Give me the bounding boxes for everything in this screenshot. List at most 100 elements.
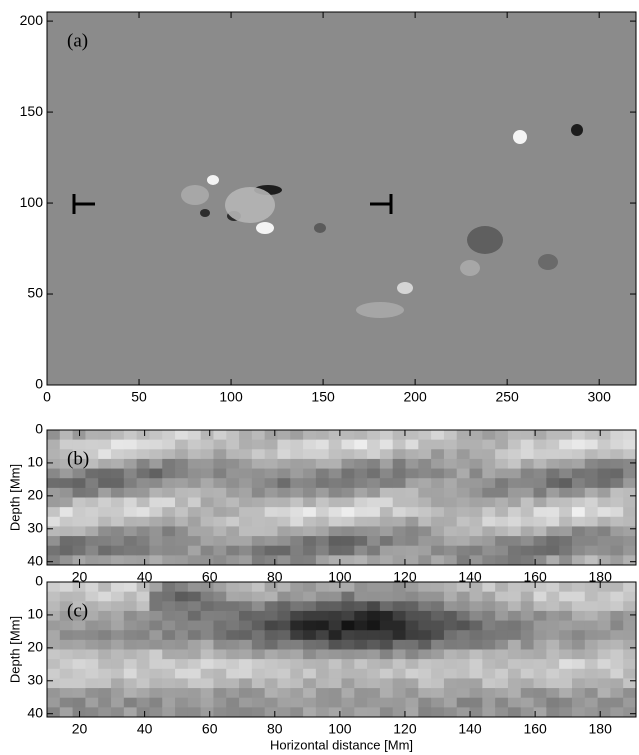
image-pixel	[405, 507, 419, 518]
image-pixel	[98, 545, 112, 556]
image-pixel	[443, 516, 458, 528]
image-pixel	[559, 591, 573, 602]
image-pixel	[405, 630, 419, 641]
image-pixel	[418, 536, 432, 547]
image-pixel	[623, 458, 636, 470]
image-pixel	[495, 610, 509, 622]
image-pixel	[98, 639, 112, 651]
image-pixel	[47, 526, 61, 537]
image-pixel	[290, 688, 304, 699]
image-pixel	[162, 545, 176, 556]
image-pixel	[136, 697, 151, 708]
image-pixel	[239, 659, 253, 670]
image-pixel	[277, 439, 291, 450]
image-pixel	[597, 678, 611, 689]
image-pixel	[303, 620, 317, 631]
image-pixel	[507, 707, 522, 717]
image-pixel	[546, 468, 560, 479]
image-pixel	[162, 630, 176, 641]
image-pixel	[290, 582, 304, 593]
image-pixel	[354, 678, 368, 689]
image-pixel	[226, 468, 240, 479]
image-pixel	[47, 449, 61, 460]
image-pixel	[520, 555, 535, 565]
image-pixel	[392, 630, 407, 641]
image-pixel	[533, 507, 547, 518]
image-pixel	[559, 516, 573, 528]
image-pixel	[85, 497, 99, 508]
image-pixel	[111, 591, 125, 602]
y-axis-label: Depth [Mm]	[7, 464, 22, 531]
image-pixel	[443, 620, 458, 631]
image-pixel	[392, 526, 407, 537]
panel-label: (a)	[67, 30, 88, 51]
image-pixel	[136, 630, 151, 641]
image-pixel	[290, 668, 304, 680]
image-pixel	[418, 468, 432, 479]
image-pixel	[379, 659, 394, 670]
image-pixel	[418, 688, 432, 699]
image-pixel	[251, 582, 266, 593]
image-pixel	[354, 497, 368, 508]
image-pixel	[546, 516, 560, 528]
image-pixel	[123, 468, 138, 479]
image-pixel	[315, 545, 330, 556]
image-pixel	[367, 620, 381, 631]
image-pixel	[136, 507, 151, 518]
image-pixel	[136, 536, 151, 547]
image-pixel	[111, 630, 125, 641]
image-pixel	[175, 591, 189, 602]
image-pixel	[495, 688, 509, 699]
image-pixel	[85, 430, 99, 441]
image-pixel	[226, 601, 240, 612]
image-pixel	[187, 439, 202, 450]
image-pixel	[571, 582, 586, 593]
image-pixel	[72, 668, 87, 680]
image-pixel	[72, 659, 87, 670]
image-pixel	[495, 668, 509, 680]
image-pixel	[367, 526, 381, 537]
x-tick-label: 120	[393, 721, 417, 737]
image-pixel	[290, 449, 304, 460]
image-pixel	[303, 439, 317, 450]
image-pixel	[239, 516, 253, 528]
image-pixel	[546, 610, 560, 622]
image-pixel	[213, 668, 227, 680]
image-pixel	[290, 439, 304, 450]
image-pixel	[597, 545, 611, 556]
image-pixel	[367, 688, 381, 699]
image-pixel	[559, 439, 573, 450]
image-pixel	[571, 468, 586, 479]
image-pixel	[123, 458, 138, 470]
image-pixel	[546, 591, 560, 602]
image-pixel	[136, 639, 151, 651]
image-pixel	[495, 697, 509, 708]
image-pixel	[47, 468, 61, 479]
image-pixel	[482, 630, 496, 641]
image-pixel	[584, 582, 599, 593]
image-pixel	[277, 668, 291, 680]
image-pixel	[610, 620, 624, 631]
image-pixel	[559, 697, 573, 708]
image-pixel	[123, 707, 138, 717]
image-pixel	[290, 610, 304, 622]
image-pixel	[456, 697, 471, 708]
image-pixel	[239, 649, 253, 660]
image-pixel	[520, 430, 535, 441]
image-pixel	[443, 678, 458, 689]
image-pixel	[98, 620, 112, 631]
image-pixel	[623, 678, 636, 689]
image-pixel	[469, 439, 483, 450]
image-pixel	[559, 582, 573, 593]
image-pixel	[623, 601, 636, 612]
image-pixel	[507, 458, 522, 470]
image-pixel	[175, 555, 189, 565]
image-pixel	[213, 678, 227, 689]
image-pixel	[200, 430, 215, 441]
image-pixel	[213, 610, 227, 622]
image-pixel	[495, 458, 509, 470]
image-pixel	[59, 668, 74, 680]
image-pixel	[367, 591, 381, 602]
image-pixel	[111, 582, 125, 593]
image-pixel	[469, 449, 483, 460]
